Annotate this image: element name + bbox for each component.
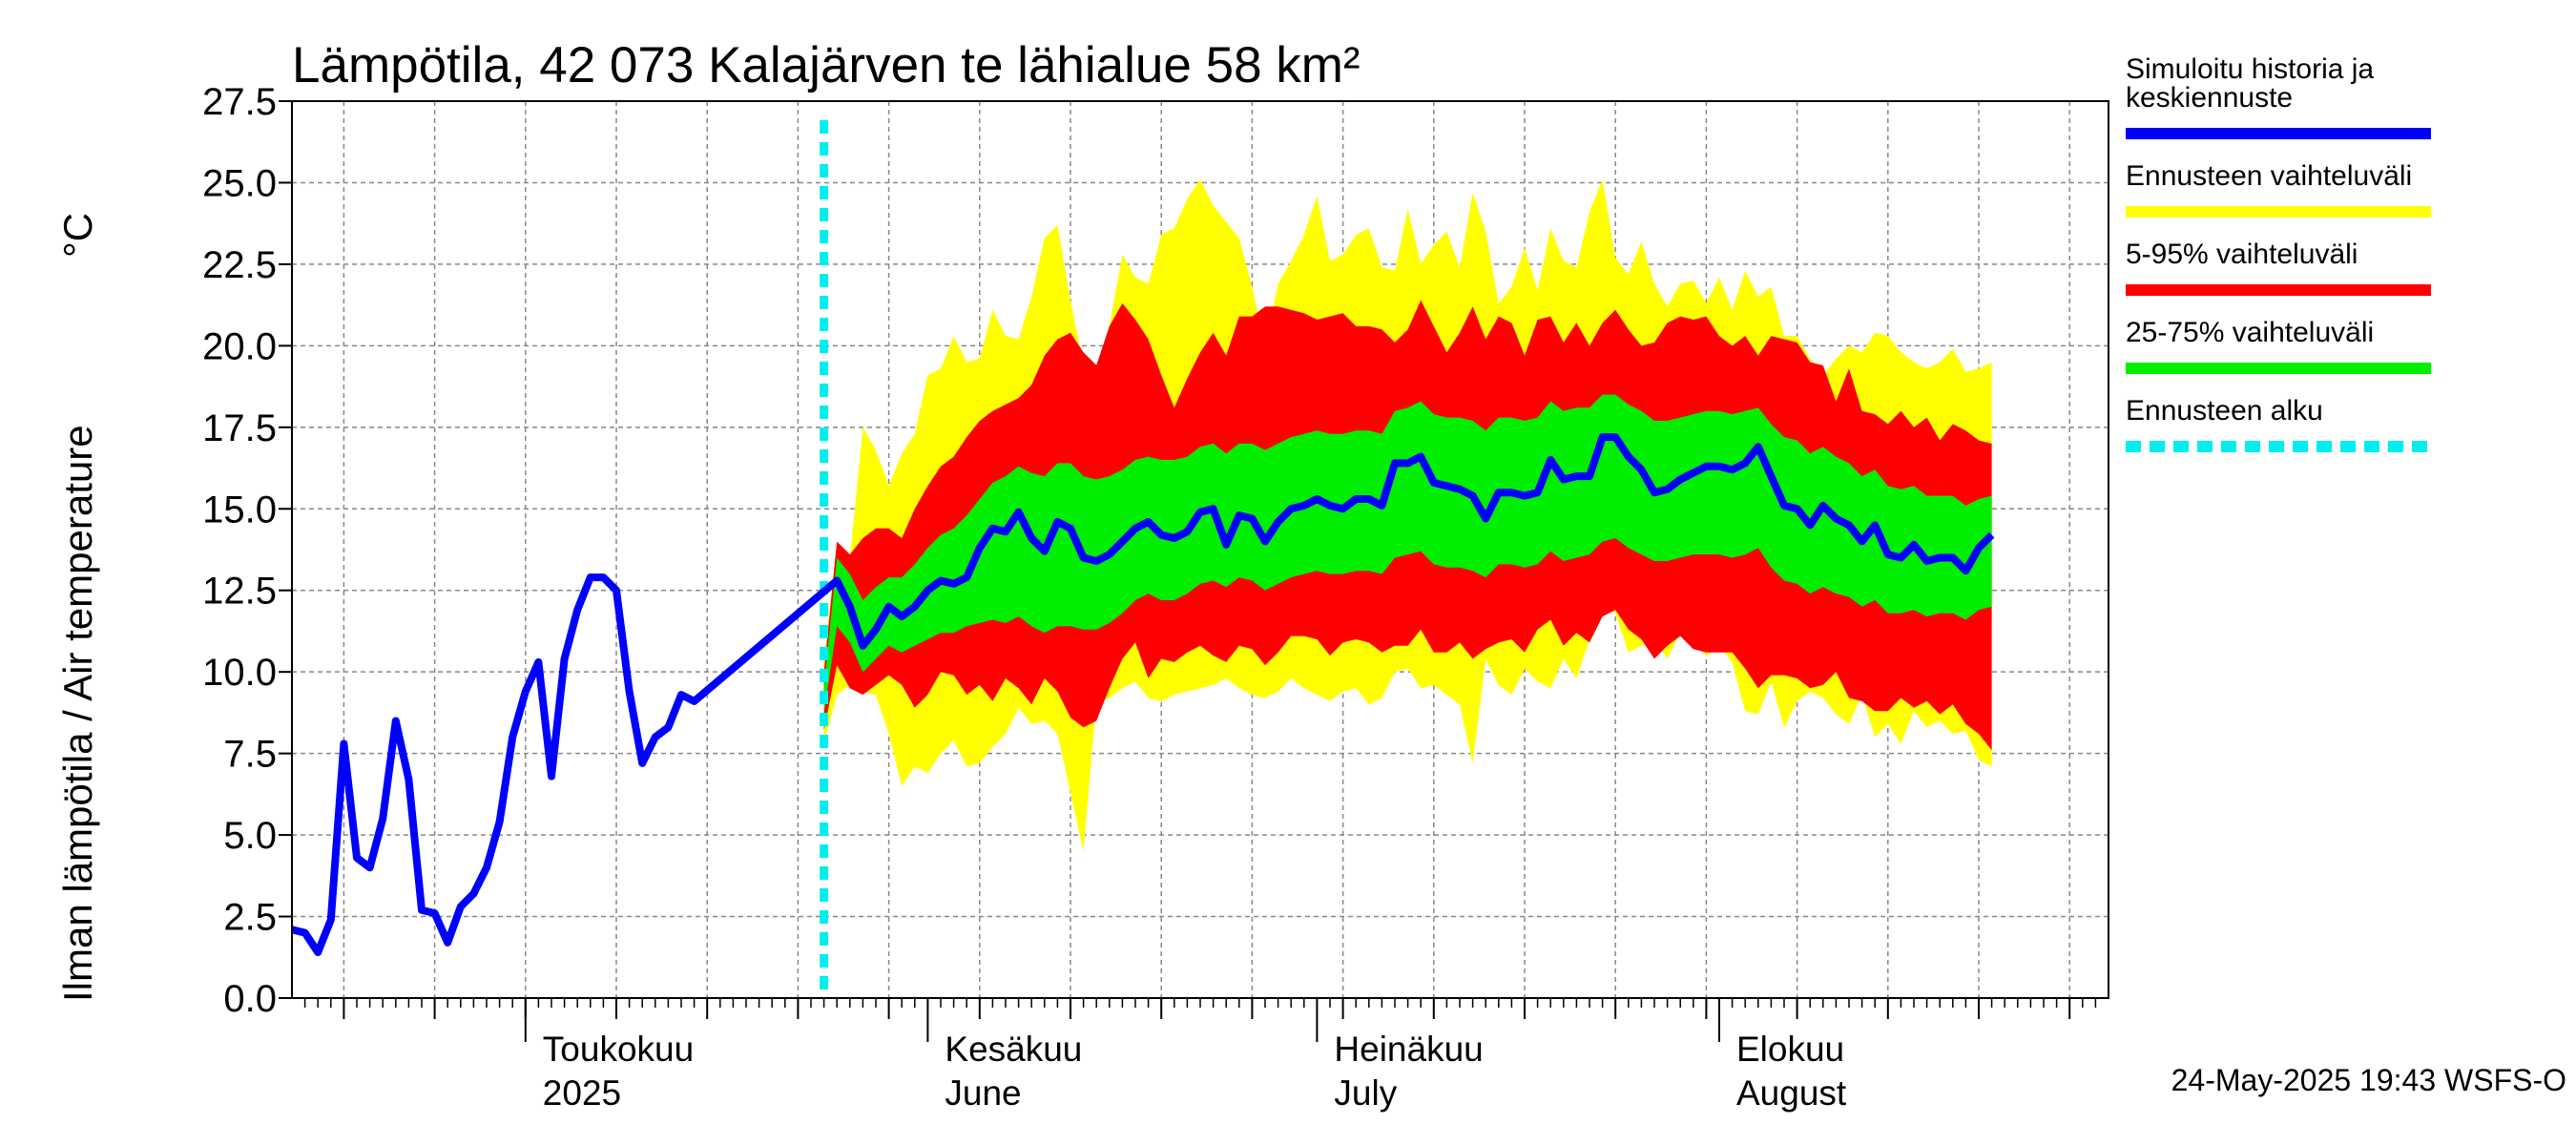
legend-label: 25-75% vaihteluväli xyxy=(2126,317,2374,348)
x-month-label: Kesäkuu xyxy=(945,1030,1082,1069)
plot-area: 0.0 2.5 5.0 7.5 10.0 12.5 15.0 17.5 20.0 22.5 25.0… xyxy=(202,81,2109,1113)
x-month-label: Elokuu xyxy=(1736,1030,1844,1069)
y-axis-unit: °C xyxy=(55,213,100,258)
y-tick-label: 10.0 xyxy=(202,652,277,694)
y-tick-label: 2.5 xyxy=(223,897,277,939)
x-month-sublabel: 2025 xyxy=(543,1073,621,1113)
y-tick-label: 15.0 xyxy=(202,489,277,531)
y-tick-label: 25.0 xyxy=(202,162,277,204)
legend-label: Simuloitu historia ja xyxy=(2126,53,2374,85)
x-month-sublabel: August xyxy=(1736,1073,1847,1113)
x-month-sublabel: July xyxy=(1334,1073,1397,1113)
legend-label: Ennusteen vaihteluväli xyxy=(2126,160,2412,192)
legend-label: 5-95% vaihteluväli xyxy=(2126,239,2358,270)
chart-title: Lämpötila, 42 073 Kalajärven te lähialue… xyxy=(292,37,1361,94)
y-tick-label: 20.0 xyxy=(202,325,277,367)
y-axis-title: Ilman lämpötila / Air temperature xyxy=(55,425,100,1002)
x-month-sublabel: June xyxy=(945,1073,1021,1113)
x-month-label: Toukokuu xyxy=(543,1030,694,1069)
y-tick-label: 12.5 xyxy=(202,571,277,613)
legend-label: Ennusteen alku xyxy=(2126,395,2323,427)
history-median-line xyxy=(291,433,1995,957)
y-tick-label: 0.0 xyxy=(223,978,277,1020)
y-tick-label: 7.5 xyxy=(223,734,277,776)
y-tick-label: 17.5 xyxy=(202,407,277,449)
x-month-label: Heinäkuu xyxy=(1334,1030,1483,1069)
legend-label: keskiennuste xyxy=(2126,82,2293,114)
y-tick-label: 5.0 xyxy=(223,815,277,857)
timestamp-footer: 24-May-2025 19:43 WSFS-O xyxy=(2171,1063,2566,1097)
y-tick-label: 27.5 xyxy=(202,81,277,123)
forecast-25-75-band xyxy=(823,394,1992,715)
y-tick-label: 22.5 xyxy=(202,244,277,286)
